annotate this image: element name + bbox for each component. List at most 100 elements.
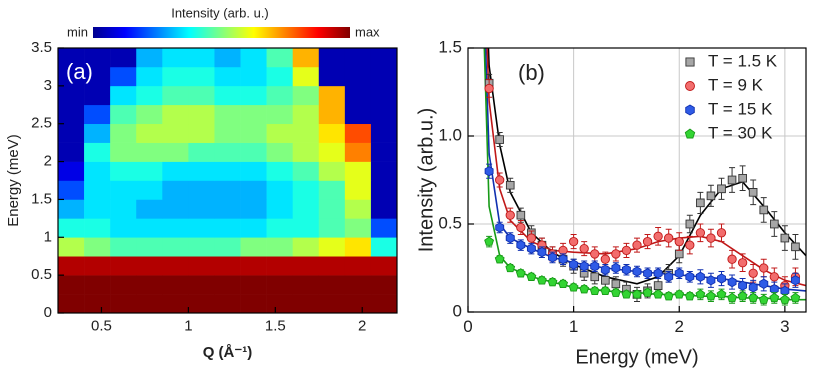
colorbar: [93, 27, 350, 38]
heat-cell: [214, 161, 241, 181]
heat-cell: [136, 142, 163, 162]
marker: [600, 285, 611, 296]
panel-a: 0.5 1 1.5 2 0 0.5 1 1.5 2 2.5 3 3.5 (a) Q (Å⁻¹) Energy…: [5, 39, 398, 361]
heat-cell: [240, 85, 267, 106]
heat-cell: [58, 142, 85, 162]
marker: [769, 292, 780, 303]
heat-cell: [84, 85, 111, 106]
heat-cell: [162, 161, 189, 181]
heat-cell: [136, 161, 163, 181]
y-tick-label: 0: [453, 301, 462, 320]
x-tick-label: 1: [569, 317, 578, 336]
y-tick-label: 3.5: [31, 39, 52, 56]
marker: [759, 263, 769, 273]
marker: [737, 258, 748, 268]
marker: [590, 272, 600, 282]
heat-cell: [214, 104, 241, 125]
y-tick-label: 1: [44, 228, 52, 245]
y-axis-label: Energy (meV): [5, 134, 22, 227]
heat-cell: [188, 256, 215, 276]
marker: [516, 210, 526, 220]
heat-cell: [344, 218, 372, 238]
marker: [536, 275, 547, 285]
heat-cell: [58, 104, 85, 125]
marker: [695, 228, 706, 238]
heat-cell: [110, 48, 137, 68]
heat-cell: [240, 104, 267, 125]
heat-cell: [58, 161, 85, 181]
heat-cell: [318, 48, 346, 68]
marker: [727, 292, 738, 303]
marker: [684, 290, 695, 301]
heat-cell: [292, 294, 320, 314]
heat-cell: [110, 142, 137, 162]
marker: [706, 191, 716, 201]
y-tick-label: 0.5: [438, 213, 462, 232]
marker: [674, 249, 684, 259]
y-axis-label: Intensity (arb.u.): [415, 108, 437, 253]
heat-cell: [110, 199, 137, 219]
marker: [706, 233, 716, 243]
heat-cell: [318, 104, 346, 125]
heat-cell: [110, 275, 137, 295]
legend-label: T = 15 K: [708, 99, 773, 118]
heat-cell: [240, 199, 267, 219]
marker: [526, 243, 536, 254]
marker: [579, 243, 589, 254]
heat-cell: [370, 104, 398, 125]
marker: [779, 294, 790, 304]
heat-cell: [110, 66, 137, 87]
marker: [663, 290, 674, 301]
marker: [558, 254, 568, 265]
heat-cell: [136, 218, 163, 238]
y-tick-label: 3: [44, 77, 52, 94]
heat-cell: [136, 104, 163, 125]
marker: [632, 240, 642, 250]
marker: [727, 175, 737, 185]
marker: [495, 222, 505, 233]
heat-cell: [136, 275, 163, 295]
heat-cell: [240, 180, 267, 200]
heat-cell: [344, 294, 372, 314]
heat-cell: [318, 237, 346, 257]
marker: [653, 281, 663, 290]
heat-cell: [318, 85, 346, 106]
legend-marker: [685, 104, 695, 116]
marker: [579, 283, 590, 294]
heat-cell: [292, 161, 320, 181]
heat-cell: [58, 275, 85, 295]
heat-cell: [58, 294, 85, 314]
legend-marker: [685, 57, 695, 67]
marker: [759, 205, 769, 215]
heat-cell: [292, 104, 320, 125]
marker: [505, 262, 516, 273]
heat-cell: [136, 48, 163, 68]
heat-cell: [136, 237, 163, 257]
marker: [611, 279, 621, 289]
marker: [769, 272, 779, 282]
x-tick-label: 0.5: [91, 317, 112, 334]
marker: [484, 83, 494, 94]
marker: [515, 268, 526, 278]
marker: [495, 175, 505, 185]
marker: [632, 266, 642, 277]
heat-cell: [214, 237, 241, 257]
heat-cell: [214, 142, 241, 162]
marker: [770, 219, 779, 229]
heat-cell: [84, 161, 111, 181]
heat-cell: [162, 123, 189, 143]
marker: [791, 242, 800, 252]
heat-cell: [370, 85, 398, 106]
heat-cell: [266, 199, 293, 219]
heat-cell: [240, 256, 267, 276]
marker: [568, 236, 579, 247]
heat-cell: [136, 123, 163, 143]
legend-label: T = 30 K: [708, 123, 773, 142]
marker: [621, 264, 631, 275]
y-tick-label: 1.5: [438, 37, 462, 56]
heat-cell: [188, 104, 215, 125]
marker: [748, 188, 758, 197]
marker: [685, 240, 695, 250]
heat-cell: [188, 48, 215, 68]
marker: [548, 252, 557, 263]
